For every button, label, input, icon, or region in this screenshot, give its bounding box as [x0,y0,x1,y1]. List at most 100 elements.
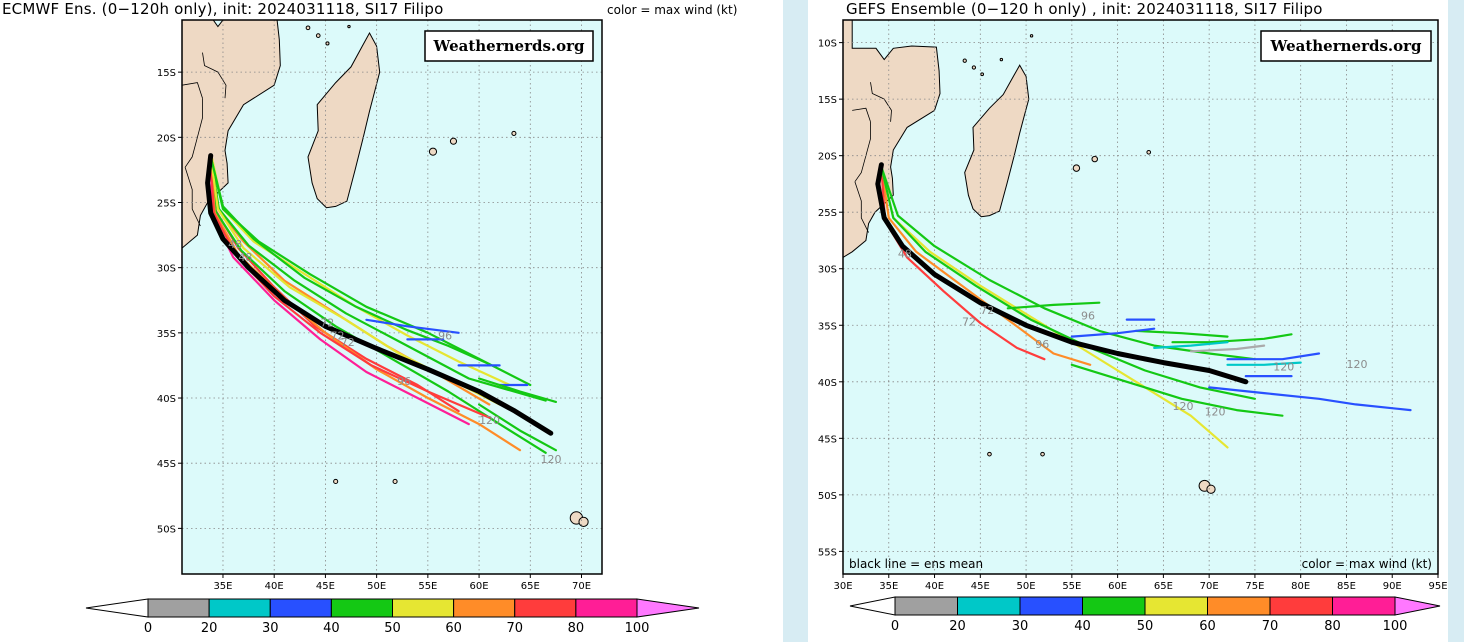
island [1146,149,1152,155]
ecmwf-color-note: color = max wind (kt) [607,3,738,17]
member-track [1189,344,1266,353]
member-track [209,155,491,419]
colorbar-segment [1082,596,1146,616]
colorbar-tick-label: 40 [323,621,340,636]
member-track [209,155,491,366]
member-track [1134,329,1229,338]
colorbar-segment [392,598,455,618]
member-track [209,155,547,454]
ecmwf-chart: 96967272721201204848Weathernerds.org15S2… [85,19,700,636]
x-tick-label: 75E [1245,581,1264,592]
y-tick-label: 25S [818,208,837,219]
forecast-hour-label: 48 [228,238,242,251]
island [333,478,339,484]
x-tick-label: 70E [1200,581,1219,592]
y-tick-label: 50S [818,491,837,502]
island [305,25,311,31]
member-track [1006,301,1101,310]
y-tick-label: 30S [157,264,176,275]
member-track [1171,333,1293,344]
forecast-hour-label: 120 [1346,358,1367,371]
x-tick-label: 90E [1383,581,1402,592]
member-track [880,165,1092,366]
colorbar-tick-label: 40 [1074,619,1091,634]
island [999,57,1004,62]
island [1072,164,1081,172]
x-tick-label: 35E [213,581,232,592]
x-tick-label: 95E [1428,581,1447,592]
member-track [209,155,547,402]
island [971,65,977,70]
madagascar-land [307,31,381,209]
forecast-hour-label: 72 [331,329,345,342]
y-tick-label: 35S [818,321,837,332]
x-tick-label: 60E [470,581,489,592]
gefs-panel: GEFS Ensemble (0−120 h only) , init: 202… [808,0,1448,642]
colorbar-tick-label: 100 [625,621,650,636]
y-tick-label: 15S [818,95,837,106]
island [962,58,967,63]
y-tick-label: 35S [157,329,176,340]
country-border [854,181,869,233]
forecast-hour-label: 96 [1035,338,1049,351]
map-layer: 96 96 120 120 120 120 72 72 48 [843,20,1438,574]
colorbar-over [1394,596,1441,616]
forecast-hour-label: 120 [1273,360,1294,373]
colorbar-tick-label: 70 [506,621,523,636]
y-tick-label: 15S [157,68,176,79]
africa-land [843,20,941,259]
x-tick-label: 50E [1017,581,1036,592]
member-track [1153,341,1229,349]
legend-mean-note: black line = ens mean [849,557,983,571]
colorbar-segment [269,598,332,618]
forecast-hour-label: 96 [438,329,452,342]
x-tick-label: 40E [925,581,944,592]
y-tick-label: 20S [818,152,837,163]
member-track [1208,386,1412,412]
colorbar-segment [957,596,1021,616]
colorbar-tick-label: 20 [949,619,966,634]
member-track [1226,352,1321,361]
colorbar-segment [575,598,638,618]
y-tick-label: 10S [818,39,837,50]
member-track [209,155,532,387]
madagascar-land [964,64,1030,218]
colorbar-tick-label: 50 [1137,619,1154,634]
forecast-hour-label: 72 [962,315,976,328]
colorbar-tick-label: 20 [201,621,218,636]
island [428,147,438,156]
forecast-hour-label: 120 [479,414,500,427]
member-track [478,403,557,452]
country-border [852,107,871,122]
country-border [870,82,892,122]
watermark-text: Weathernerds.org [432,37,585,55]
forecast-hour-label: 72 [341,336,355,349]
colorbar-segment [1269,596,1333,616]
country-border [182,82,203,99]
colorbar-tick-label: 0 [891,619,899,634]
y-tick-label: 40S [818,378,837,389]
island [315,33,321,38]
colorbar-tick-label: 30 [262,621,279,636]
ocean-background [843,20,1438,574]
colorbar-segment [1019,596,1083,616]
map-frame [842,19,1439,575]
forecast-hour-label: 48 [898,247,912,260]
watermark-box [1260,30,1432,62]
member-track [1070,327,1156,338]
forecast-hour-label: 48 [238,251,252,264]
y-tick-label: 40S [157,394,176,405]
forecast-hour-label: 120 [541,453,562,466]
ecmwf-panel: ECMWF Ens. (0−120h only), init: 20240311… [0,0,783,642]
colorbar-tick-label: 80 [568,621,585,636]
island [1206,484,1216,494]
colorbar-tick-label: 60 [445,621,462,636]
colorbar-tick-label: 0 [144,621,152,636]
ocean-background [182,20,602,574]
country-border [202,52,227,99]
forecast-hour-label: 120 [1205,406,1226,419]
colorbar-tick-label: 80 [1324,619,1341,634]
island [987,451,992,457]
colorbar-segment [453,598,516,618]
x-tick-label: 45E [316,581,335,592]
